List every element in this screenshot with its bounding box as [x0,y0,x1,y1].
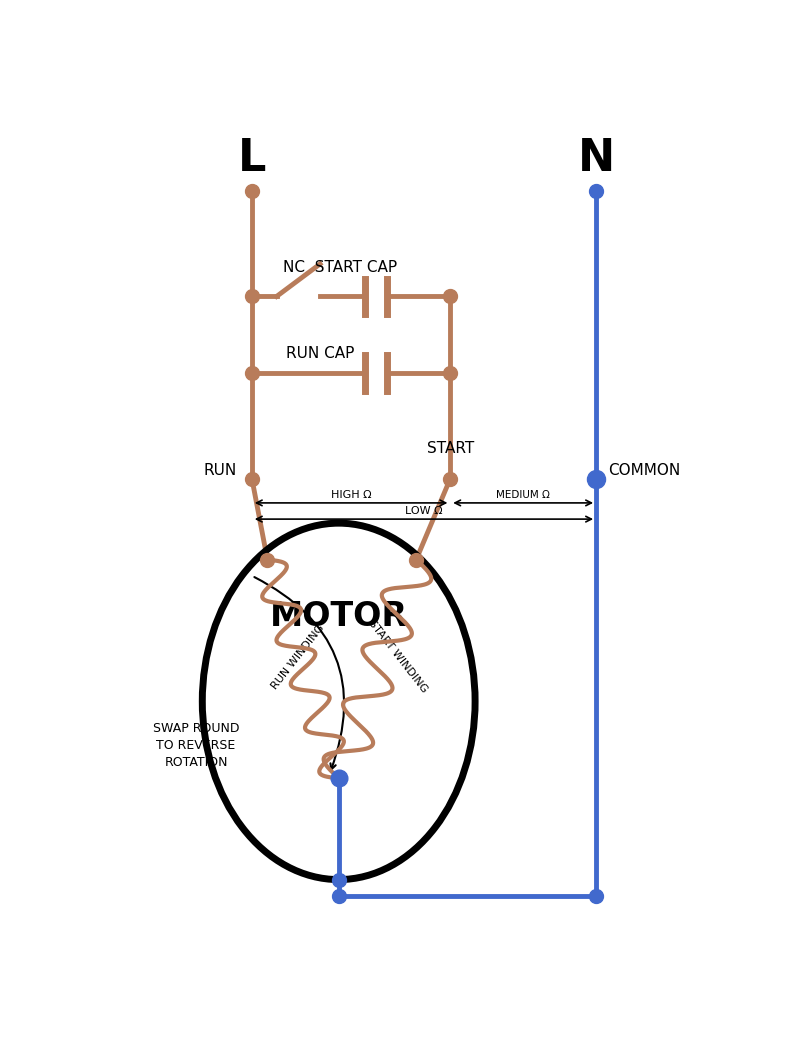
Text: HIGH Ω: HIGH Ω [330,489,371,500]
Text: NC  START CAP: NC START CAP [283,261,397,276]
Text: START: START [426,441,474,456]
Text: N: N [578,137,614,180]
Text: L: L [238,137,266,180]
Text: LOW Ω: LOW Ω [405,506,442,515]
Text: MEDIUM Ω: MEDIUM Ω [496,489,550,500]
Text: START WINDING: START WINDING [366,619,429,695]
Text: RUN WINDING: RUN WINDING [270,623,326,691]
Text: MOTOR: MOTOR [270,600,408,633]
Text: COMMON: COMMON [609,463,681,478]
Text: RUN CAP: RUN CAP [286,345,354,361]
Text: SWAP ROUND
TO REVERSE
ROTATION: SWAP ROUND TO REVERSE ROTATION [153,723,239,769]
Text: RUN: RUN [203,463,237,478]
